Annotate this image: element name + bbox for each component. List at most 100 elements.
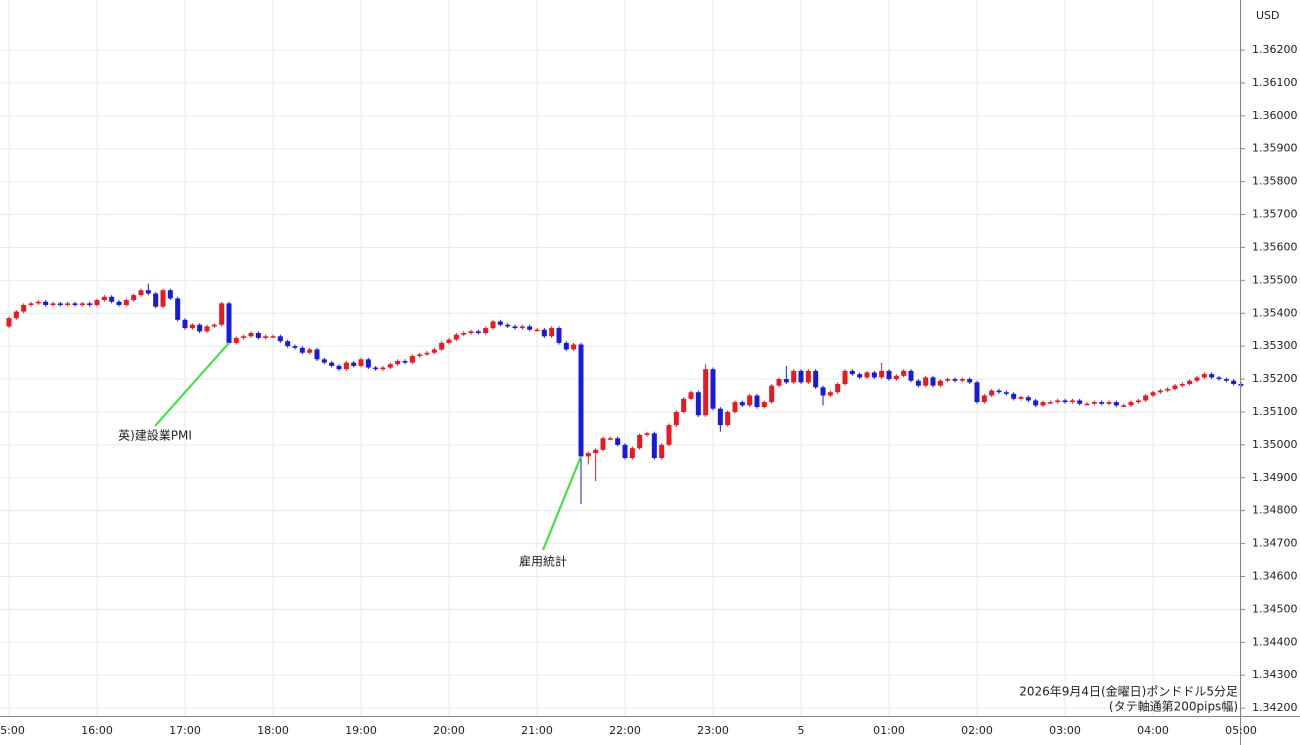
y-tick-label: 1.36200 bbox=[1252, 43, 1298, 56]
candle-body bbox=[549, 328, 555, 337]
candle-body bbox=[365, 359, 371, 368]
candle-body bbox=[475, 331, 481, 333]
candle-body bbox=[673, 411, 679, 426]
y-tick-label: 1.34700 bbox=[1252, 537, 1298, 550]
candle-body bbox=[864, 372, 870, 378]
x-tick-label: 01:00 bbox=[873, 724, 905, 737]
candle-body bbox=[1231, 380, 1237, 384]
candle-body bbox=[255, 332, 261, 338]
candle-body bbox=[387, 364, 393, 368]
y-tick-label: 1.35300 bbox=[1252, 339, 1298, 352]
candle-body bbox=[820, 387, 826, 396]
candle-body bbox=[1187, 380, 1193, 384]
candle-body bbox=[615, 438, 621, 445]
candle-body bbox=[321, 359, 327, 363]
candle-body bbox=[1121, 405, 1127, 407]
candle-body bbox=[1106, 402, 1112, 404]
y-tick-label: 1.34300 bbox=[1252, 668, 1298, 681]
candle-body bbox=[659, 444, 665, 459]
candle-body bbox=[314, 349, 320, 360]
candle-body bbox=[35, 301, 41, 304]
chart-note: (タテ軸通第200pips幅) bbox=[1109, 699, 1238, 714]
candle-body bbox=[505, 324, 511, 327]
x-tick-label: 23:00 bbox=[697, 724, 729, 737]
annotation-line bbox=[542, 456, 582, 551]
candle-body bbox=[468, 331, 474, 333]
y-tick-label: 1.36100 bbox=[1252, 76, 1298, 89]
candle-body bbox=[167, 290, 173, 299]
x-tick-label: 02:00 bbox=[961, 724, 993, 737]
candle-body bbox=[732, 402, 738, 412]
candle-body bbox=[182, 319, 188, 329]
candle-body bbox=[776, 379, 782, 386]
candle-body bbox=[739, 402, 745, 406]
candle-body bbox=[622, 444, 628, 459]
candle-body bbox=[153, 293, 159, 307]
candle-body bbox=[981, 395, 987, 403]
candle-body bbox=[959, 379, 965, 381]
candle-body bbox=[1062, 400, 1068, 403]
candle-body bbox=[380, 367, 386, 370]
annotation-line bbox=[154, 342, 230, 427]
candle-body bbox=[710, 369, 716, 409]
candle-body bbox=[211, 324, 217, 327]
candle-body bbox=[94, 300, 100, 306]
candle-body bbox=[1077, 400, 1083, 404]
candle-body bbox=[1157, 390, 1163, 393]
x-tick-label: 03:00 bbox=[1049, 724, 1081, 737]
candle-body bbox=[373, 367, 379, 370]
candle-body bbox=[483, 328, 489, 333]
candle-body bbox=[593, 449, 599, 454]
candle-body bbox=[644, 433, 650, 435]
candle-body bbox=[87, 303, 93, 306]
candle-body bbox=[871, 372, 877, 378]
candle-body bbox=[534, 329, 540, 332]
candle-body bbox=[600, 438, 606, 450]
candle-body bbox=[263, 336, 269, 338]
candle-body bbox=[666, 425, 672, 445]
candle-body bbox=[915, 380, 921, 386]
candle-body bbox=[791, 370, 797, 383]
candle-body bbox=[813, 370, 819, 388]
y-tick-label: 1.34500 bbox=[1252, 602, 1298, 615]
candle-body bbox=[827, 392, 833, 396]
candle-body bbox=[1025, 397, 1031, 401]
candle-body bbox=[116, 301, 122, 306]
candle-body bbox=[43, 301, 49, 306]
candle-body bbox=[1047, 402, 1053, 404]
candle-body bbox=[1135, 400, 1141, 403]
candle-body bbox=[512, 326, 518, 329]
candle-body bbox=[226, 303, 232, 343]
x-tick-label: 04:00 bbox=[1137, 724, 1169, 737]
candle-body bbox=[490, 321, 496, 329]
candle-body bbox=[967, 379, 973, 383]
candle-body bbox=[637, 434, 643, 449]
y-tick-label: 1.34800 bbox=[1252, 504, 1298, 517]
candle-body bbox=[138, 290, 144, 296]
candle-body bbox=[292, 346, 298, 348]
candle-body bbox=[1040, 402, 1046, 406]
candle-body bbox=[1113, 402, 1119, 406]
candle-body bbox=[248, 332, 254, 337]
candle-body bbox=[717, 408, 723, 426]
candle-body bbox=[607, 438, 613, 440]
candle-body bbox=[1055, 400, 1061, 403]
candle-body bbox=[842, 370, 848, 384]
candle-body bbox=[175, 298, 181, 320]
candle-body bbox=[13, 311, 19, 319]
candle-body bbox=[299, 347, 305, 353]
candle-body bbox=[343, 362, 349, 370]
y-tick-label: 1.35400 bbox=[1252, 306, 1298, 319]
candle-body bbox=[695, 392, 701, 416]
candle-body bbox=[446, 339, 452, 343]
candle-body bbox=[123, 300, 129, 306]
candle-body bbox=[1150, 392, 1156, 396]
candle-body bbox=[578, 344, 584, 457]
candle-body bbox=[351, 362, 357, 366]
candle-body bbox=[6, 318, 12, 327]
x-tick-label: 05:00 bbox=[1225, 724, 1257, 737]
candle-body bbox=[21, 305, 27, 312]
candle-body bbox=[1091, 402, 1097, 404]
candles bbox=[6, 283, 1244, 505]
